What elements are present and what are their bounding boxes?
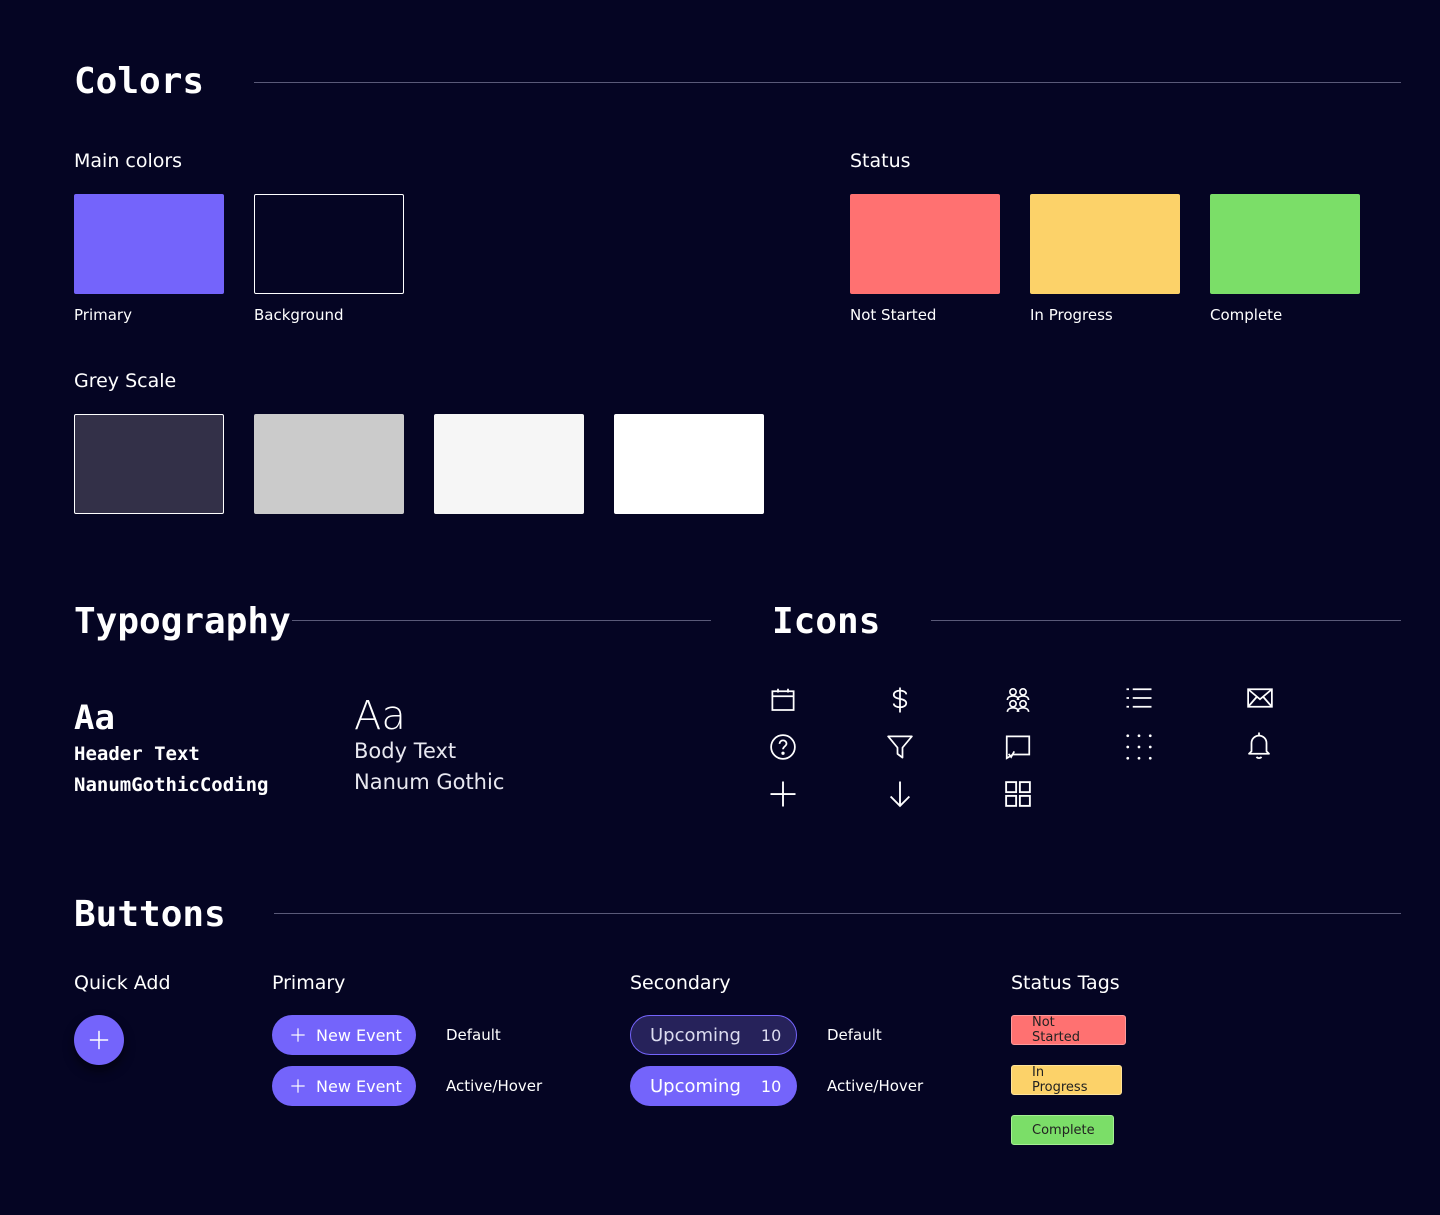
arrow-down-icon[interactable] — [884, 778, 916, 810]
quick-add-button[interactable] — [74, 1015, 124, 1065]
status-tag-in-progress[interactable]: In Progress — [1011, 1065, 1122, 1095]
in-progress-swatch — [1030, 194, 1180, 294]
background-swatch — [254, 194, 404, 294]
new-event-button-label: New Event — [316, 1025, 402, 1045]
icons-title: Icons — [772, 601, 881, 642]
grid-icon[interactable] — [1002, 778, 1034, 810]
header-font-family: NanumGothicCoding — [74, 774, 269, 796]
new-event-button-active[interactable]: New Event — [272, 1066, 416, 1106]
colors-title: Colors — [74, 61, 205, 102]
dot-grid-icon[interactable] — [1123, 731, 1155, 763]
primary-buttons-label: Primary — [272, 972, 346, 994]
colors-divider — [254, 82, 1401, 83]
quick-add-label: Quick Add — [74, 972, 171, 994]
buttons-title: Buttons — [74, 894, 226, 935]
upcoming-count: 10 — [760, 1076, 782, 1096]
dollar-icon[interactable] — [884, 684, 916, 716]
background-swatch-label: Background — [254, 306, 344, 324]
new-event-button-default[interactable]: New Event — [272, 1015, 416, 1055]
main-colors-label: Main colors — [74, 150, 183, 172]
chat-icon[interactable] — [1002, 731, 1034, 763]
complete-swatch-label: Complete — [1210, 306, 1283, 324]
primary-default-state-label: Default — [446, 1026, 501, 1044]
people-icon[interactable] — [1002, 684, 1034, 716]
primary-active-state-label: Active/Hover — [446, 1077, 543, 1095]
plus-icon — [291, 1079, 305, 1093]
not-started-swatch — [850, 194, 1000, 294]
help-icon[interactable] — [767, 731, 799, 763]
upcoming-count: 10 — [760, 1025, 782, 1045]
status-tags-label: Status Tags — [1011, 972, 1120, 994]
status-tag-complete[interactable]: Complete — [1011, 1115, 1114, 1145]
in-progress-swatch-label: In Progress — [1030, 306, 1113, 324]
upcoming-button-label: Upcoming — [650, 1075, 741, 1097]
plus-icon — [89, 1030, 109, 1050]
plus-icon — [291, 1028, 305, 1042]
new-event-button-label: New Event — [316, 1076, 402, 1096]
grey-swatch-white — [614, 414, 764, 514]
calendar-icon[interactable] — [767, 684, 799, 716]
list-icon[interactable] — [1123, 682, 1155, 714]
secondary-active-state-label: Active/Hover — [827, 1077, 924, 1095]
body-font-family: Nanum Gothic — [354, 770, 505, 794]
plus-icon[interactable] — [767, 778, 799, 810]
primary-swatch — [74, 194, 224, 294]
secondary-buttons-label: Secondary — [630, 972, 731, 994]
grey-swatch-medium — [254, 414, 404, 514]
icons-divider — [931, 620, 1401, 621]
upcoming-button-active[interactable]: Upcoming 10 — [630, 1066, 797, 1106]
status-colors-label: Status — [850, 150, 911, 172]
complete-swatch — [1210, 194, 1360, 294]
grey-scale-label: Grey Scale — [74, 370, 177, 392]
buttons-divider — [274, 913, 1401, 914]
bell-icon[interactable] — [1243, 729, 1275, 761]
primary-swatch-label: Primary — [74, 306, 132, 324]
body-font-sample: Aa — [354, 693, 406, 739]
body-font-name: Body Text — [354, 739, 457, 763]
upcoming-button-default[interactable]: Upcoming 10 — [630, 1015, 797, 1055]
grey-swatch-light — [434, 414, 584, 514]
header-font-sample: Aa — [74, 698, 115, 738]
filter-icon[interactable] — [884, 731, 916, 763]
status-tag-not-started[interactable]: Not Started — [1011, 1015, 1126, 1045]
header-font-name: Header Text — [74, 743, 200, 765]
secondary-default-state-label: Default — [827, 1026, 882, 1044]
mail-icon[interactable] — [1244, 682, 1276, 714]
not-started-swatch-label: Not Started — [850, 306, 937, 324]
grey-swatch-dark — [74, 414, 224, 514]
typography-divider — [292, 620, 711, 621]
upcoming-button-label: Upcoming — [650, 1024, 741, 1046]
typography-title: Typography — [74, 601, 291, 642]
